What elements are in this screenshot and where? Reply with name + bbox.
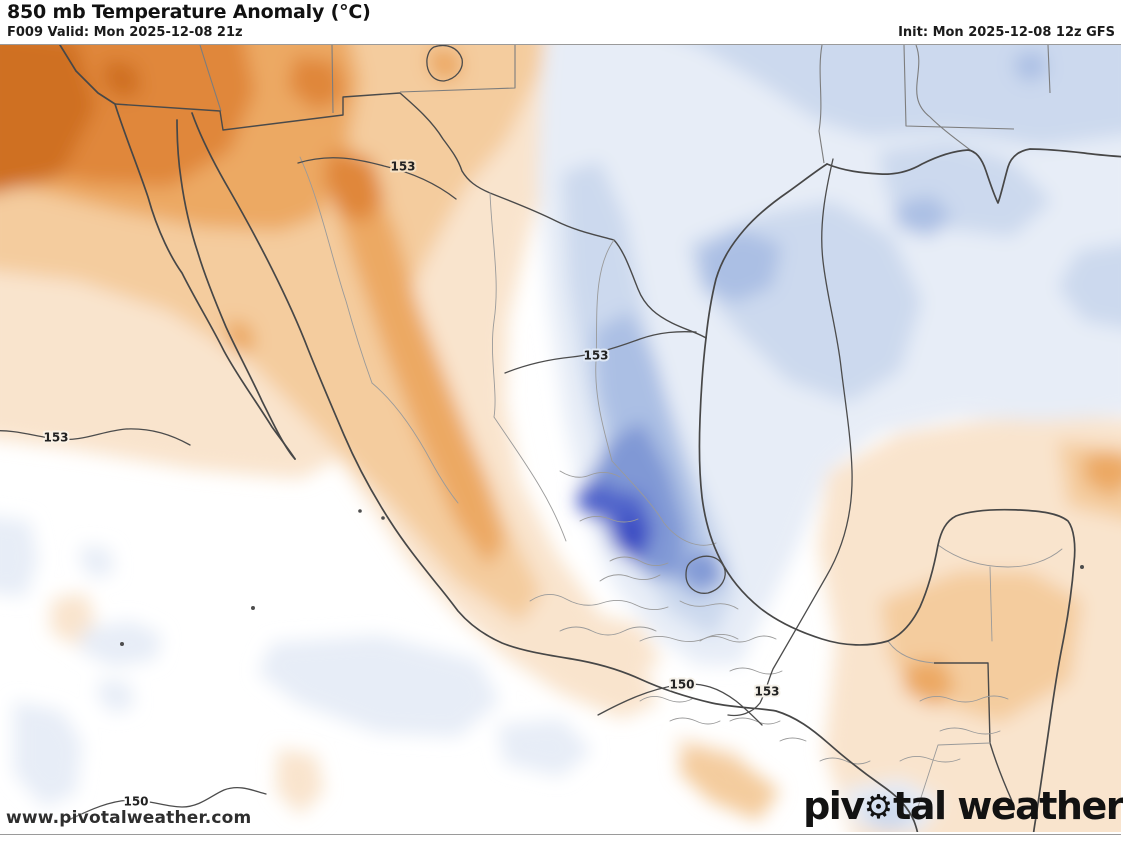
anomaly-region-c1 bbox=[80, 545, 114, 578]
contour-labels-layer: 153 153 153 150 153 150 bbox=[41, 158, 781, 811]
anomaly-region-c6 bbox=[618, 515, 648, 557]
anomaly-region-w1 bbox=[276, 749, 324, 815]
anomaly-region-c1 bbox=[0, 517, 38, 597]
anomaly-region-w5 bbox=[102, 59, 142, 99]
anomaly-region-c1 bbox=[258, 635, 500, 737]
anomaly-region-c1 bbox=[14, 701, 82, 807]
anomaly-region-c3 bbox=[893, 195, 952, 237]
map-header: 850 mb Temperature Anomaly (°C) F009 Val… bbox=[0, 0, 1123, 44]
logo-text-part2: tal weather bbox=[893, 784, 1123, 828]
island-dot bbox=[381, 516, 385, 520]
logo-text-part1: piv bbox=[803, 784, 865, 828]
contour-label: 153 bbox=[754, 685, 779, 699]
watermark-url: www.pivotalweather.com bbox=[6, 808, 252, 828]
forecast-valid-label: F009 Valid: Mon 2025-12-08 21z bbox=[7, 25, 243, 40]
anomaly-region-w3 bbox=[226, 319, 256, 355]
islands-layer bbox=[120, 509, 1084, 646]
anomaly-region-w3 bbox=[428, 47, 463, 83]
mexico-state-boundaries bbox=[299, 156, 1063, 814]
island-dot bbox=[120, 642, 124, 646]
us-state-boundaries bbox=[199, 45, 1051, 164]
anomaly-region-c3 bbox=[698, 229, 782, 303]
anomaly-map-svg: 153 153 153 150 153 150 bbox=[0, 45, 1121, 832]
contour-label: 150 bbox=[669, 678, 694, 692]
anomaly-region-w3 bbox=[903, 659, 956, 707]
gear-icon: ⚙ bbox=[863, 787, 894, 826]
us-mexico-border bbox=[114, 92, 707, 339]
model-init-label: Init: Mon 2025-12-08 12z GFS bbox=[898, 25, 1115, 40]
anomaly-region-c1 bbox=[98, 679, 134, 713]
anomaly-region-w4 bbox=[324, 151, 384, 223]
contour-label: 153 bbox=[583, 349, 608, 363]
anomaly-region-w4 bbox=[288, 56, 346, 111]
anomaly-region-c2 bbox=[1058, 244, 1121, 328]
anomaly-region-c5 bbox=[578, 481, 616, 521]
anomaly-region-w3 bbox=[330, 121, 505, 567]
anomaly-shading-layer bbox=[0, 45, 1121, 832]
island-dot bbox=[251, 606, 255, 610]
anomaly-region-c4 bbox=[684, 553, 724, 593]
anomaly-region-w1 bbox=[490, 605, 662, 683]
anomaly-region-w5 bbox=[0, 45, 96, 192]
anomaly-region-w3 bbox=[1084, 451, 1121, 497]
island-dot bbox=[358, 509, 362, 513]
coastline bbox=[59, 45, 1121, 832]
contour-label: 150 bbox=[123, 795, 148, 809]
pivotal-weather-logo: piv⚙tal weather bbox=[803, 784, 1123, 828]
island-dot bbox=[1080, 565, 1084, 569]
anomaly-region-c1 bbox=[498, 719, 592, 777]
height-contours bbox=[0, 45, 853, 824]
map-canvas: 153 153 153 150 153 150 bbox=[0, 44, 1121, 835]
contour-label: 153 bbox=[390, 160, 415, 174]
anomaly-region-w2 bbox=[678, 745, 780, 821]
map-title: 850 mb Temperature Anomaly (°C) bbox=[7, 1, 371, 23]
anomaly-region-c3 bbox=[1014, 51, 1048, 83]
contour-label: 153 bbox=[43, 431, 68, 445]
